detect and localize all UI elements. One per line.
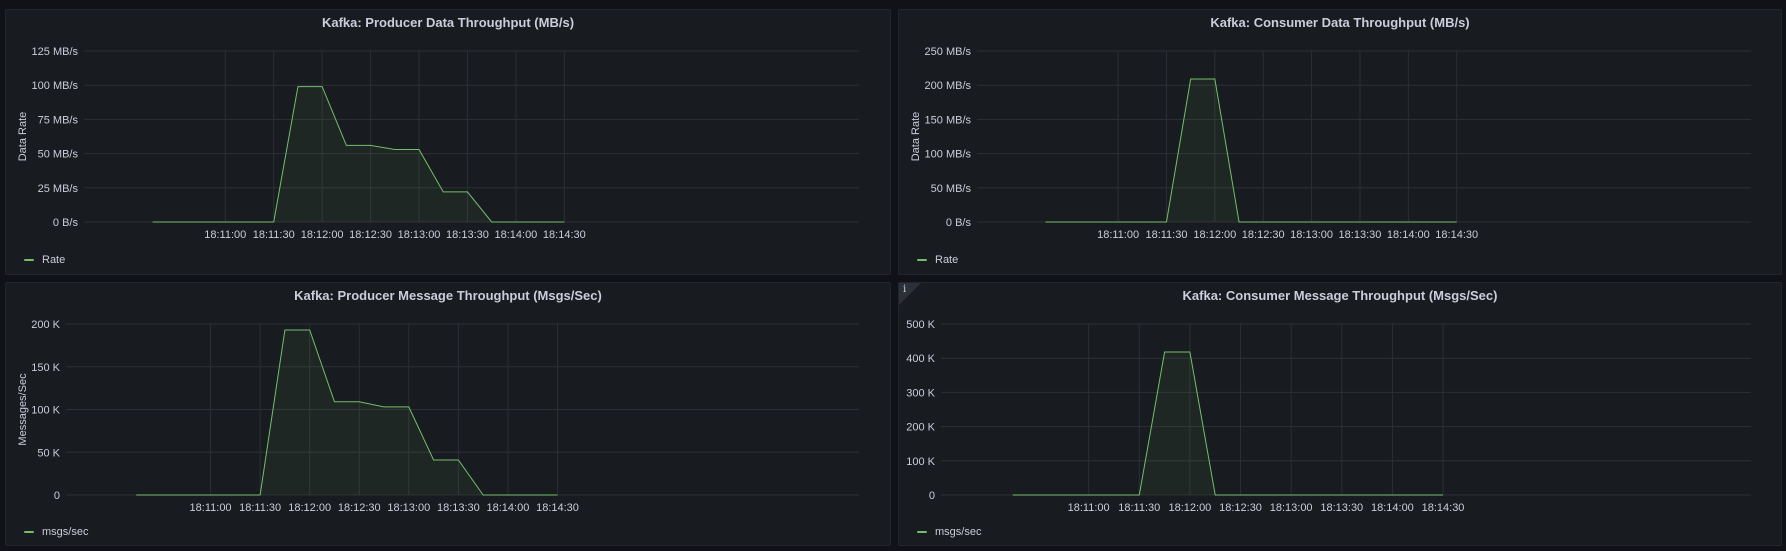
series-area: [136, 329, 558, 495]
legend-swatch: [24, 259, 34, 261]
y-tick-label: 25 MB/s: [38, 183, 79, 195]
legend[interactable]: msgs/sec: [24, 526, 88, 538]
x-tick-label: 18:11:30: [239, 502, 281, 514]
legend[interactable]: Rate: [24, 254, 65, 266]
panel-producer-message-throughput[interactable]: Kafka: Producer Message Throughput (Msgs…: [5, 282, 891, 546]
x-tick-label: 18:12:30: [1219, 502, 1262, 514]
y-tick-label: 200 MB/s: [925, 80, 972, 92]
y-tick-label: 500 K: [906, 319, 935, 331]
x-tick-label: 18:13:30: [1320, 502, 1363, 514]
x-tick-label: 18:14:30: [536, 502, 579, 514]
series-line[interactable]: [1012, 351, 1444, 496]
panel-title[interactable]: Kafka: Consumer Data Throughput (MB/s): [1210, 15, 1470, 30]
x-tick-label: 18:12:00: [301, 229, 344, 241]
info-icon[interactable]: i: [903, 284, 907, 295]
y-tick-label: 100 MB/s: [925, 149, 972, 161]
series-area: [1012, 352, 1444, 495]
legend[interactable]: msgs/sec: [917, 526, 981, 538]
chart-producer-data-throughput: 0 B/s 25 MB/s 50 MB/s 75 MB/s 100 MB/s 125 MB…: [17, 46, 859, 241]
x-tick-label: 18:14:30: [543, 229, 586, 241]
series-area: [152, 86, 565, 223]
x-tick-label: 18:12:00: [1193, 229, 1236, 241]
info-corner[interactable]: [899, 283, 921, 305]
panel-title[interactable]: Kafka: Consumer Message Throughput (Msgs…: [1182, 288, 1498, 303]
x-tick-label: 18:12:30: [349, 229, 392, 241]
legend-label: Rate: [935, 254, 959, 266]
y-tick-label: 200 K: [906, 422, 935, 434]
chart-consumer-data-throughput: 0 B/s 50 MB/s 100 MB/s 150 MB/s 200 MB/s 250 …: [910, 46, 1751, 241]
x-tick-label: 18:14:30: [1422, 502, 1465, 514]
x-tick-label: 18:12:00: [1168, 502, 1211, 514]
panel-title[interactable]: Kafka: Producer Message Throughput (Msgs…: [294, 288, 602, 303]
y-tick-label: 0: [54, 490, 60, 502]
x-tick-label: 18:11:00: [190, 502, 232, 514]
y-tick-label: 75 MB/s: [38, 114, 79, 126]
x-tick-label: 18:11:30: [1145, 229, 1187, 241]
x-tick-label: 18:11:00: [1068, 502, 1110, 514]
x-tick-label: 18:13:00: [398, 229, 441, 241]
panel-consumer-data-throughput[interactable]: Kafka: Consumer Data Throughput (MB/s) 0…: [898, 9, 1782, 275]
y-tick-label: 150 K: [31, 362, 60, 374]
y-tick-label: 50 K: [37, 447, 60, 459]
panel-title[interactable]: Kafka: Producer Data Throughput (MB/s): [321, 15, 575, 30]
y-tick-label: 100 K: [906, 456, 935, 468]
y-tick-label: 100 MB/s: [32, 80, 79, 92]
legend-label: Rate: [42, 254, 66, 266]
x-tick-label: 18:13:30: [437, 502, 480, 514]
y-tick-label: 125 MB/s: [32, 46, 79, 58]
x-tick-label: 18:12:00: [288, 502, 331, 514]
x-tick-label: 18:11:00: [204, 229, 246, 241]
series-line[interactable]: [152, 86, 565, 223]
y-tick-label: 200 K: [31, 319, 60, 331]
y-tick-label: 50 MB/s: [38, 149, 79, 161]
x-tick-label: 18:11:00: [1097, 229, 1139, 241]
x-tick-label: 18:13:00: [387, 502, 430, 514]
y-tick-label: 0 B/s: [946, 217, 972, 229]
y-tick-label: 150 MB/s: [925, 114, 972, 126]
legend-swatch: [24, 531, 34, 533]
chart-consumer-message-throughput: 0 100 K 200 K 300 K 400 K 500 K 18:11:00 18:11:…: [906, 319, 1751, 514]
y-tick-label: 400 K: [906, 353, 935, 365]
y-tick-label: 250 MB/s: [925, 46, 972, 58]
x-tick-label: 18:13:00: [1270, 502, 1313, 514]
chart-producer-message-throughput: 0 50 K 100 K 150 K 200 K 18:11:00 18:11:30 18:1…: [17, 319, 859, 514]
panel-producer-data-throughput[interactable]: Kafka: Producer Data Throughput (MB/s) 0…: [5, 9, 891, 275]
panel-consumer-message-throughput[interactable]: i Kafka: Consumer Message Throughput (Ms…: [898, 282, 1782, 546]
x-tick-label: 18:14:30: [1435, 229, 1478, 241]
y-tick-label: 0 B/s: [53, 217, 79, 229]
x-tick-label: 18:13:30: [446, 229, 489, 241]
series-line[interactable]: [136, 329, 558, 496]
x-tick-label: 18:12:30: [1242, 229, 1285, 241]
x-tick-label: 18:14:00: [1387, 229, 1430, 241]
x-tick-label: 18:14:00: [1371, 502, 1414, 514]
y-tick-label: 0: [929, 490, 935, 502]
x-tick-label: 18:14:00: [487, 502, 530, 514]
y-tick-label: 100 K: [31, 405, 60, 417]
legend-swatch: [917, 259, 927, 261]
y-tick-label: 300 K: [906, 387, 935, 399]
x-tick-label: 18:13:00: [1290, 229, 1333, 241]
x-tick-label: 18:11:30: [1118, 502, 1160, 514]
legend[interactable]: Rate: [917, 254, 958, 266]
x-tick-label: 18:11:30: [253, 229, 295, 241]
x-tick-label: 18:12:30: [338, 502, 381, 514]
legend-swatch: [917, 531, 927, 533]
y-tick-label: 50 MB/s: [931, 183, 972, 195]
series-area: [1045, 79, 1457, 222]
y-axis-label: Data Rate: [910, 112, 922, 162]
legend-label: msgs/sec: [935, 526, 982, 538]
x-tick-label: 18:14:00: [494, 229, 537, 241]
y-axis-label: Data Rate: [17, 112, 29, 162]
y-axis-label: Messages/Sec: [17, 373, 29, 446]
series-line[interactable]: [1045, 78, 1457, 223]
x-tick-label: 18:13:30: [1339, 229, 1382, 241]
legend-label: msgs/sec: [42, 526, 89, 538]
